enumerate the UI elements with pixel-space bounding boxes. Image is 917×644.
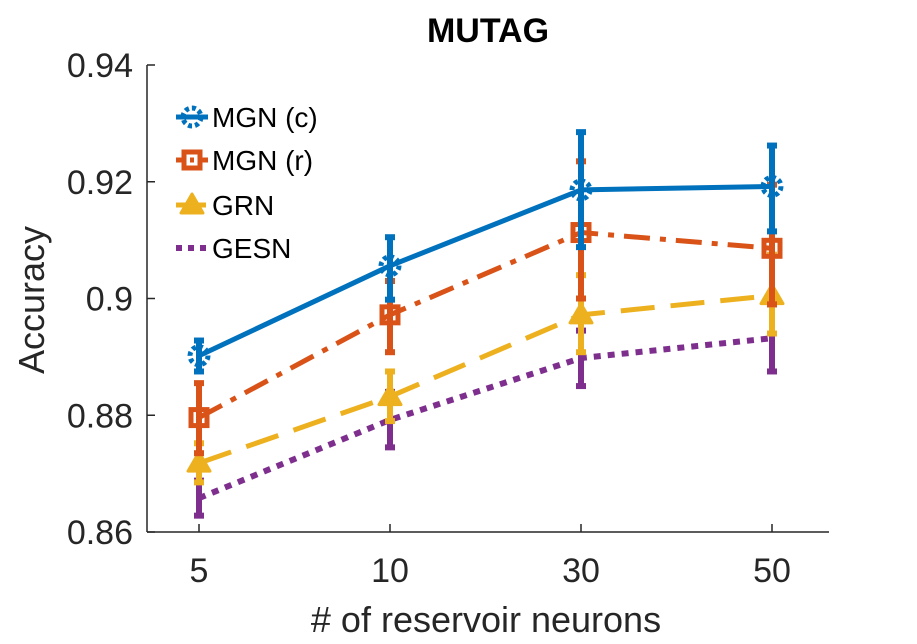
- data-point: [568, 302, 594, 325]
- series-mgn-r: [188, 158, 783, 457]
- y-tick-label: 0.9: [86, 281, 133, 319]
- data-point: [569, 178, 593, 202]
- legend-marker: [180, 105, 204, 129]
- x-tick-label: 50: [753, 552, 791, 590]
- legend-marker: [179, 192, 205, 215]
- data-point: [187, 344, 211, 368]
- legend: MGN (c) MGN (r) GRN GESN: [176, 102, 318, 264]
- legend-label: GRN: [212, 190, 274, 221]
- chart-title: MUTAG: [427, 12, 549, 50]
- y-tick-label: 0.92: [67, 164, 133, 202]
- plot-axes: 0.86 0.88 0.9 0.92 0.94 5 10 30 50: [67, 47, 829, 590]
- legend-item: MGN (c): [176, 102, 318, 133]
- data-point: [760, 174, 784, 198]
- series-line: [197, 183, 773, 358]
- data-point: [378, 254, 402, 278]
- series-line: [198, 293, 773, 466]
- series-grn: [186, 251, 785, 486]
- legend-item: MGN (r): [176, 145, 313, 176]
- legend-label: GESN: [212, 233, 291, 264]
- data-point: [761, 237, 783, 259]
- series-line: [197, 335, 773, 501]
- data-point: [186, 450, 212, 473]
- x-tick-label: 10: [371, 552, 409, 590]
- series-gesn: [194, 301, 777, 519]
- y-tick-label: 0.88: [67, 397, 133, 435]
- legend-label: MGN (c): [212, 102, 318, 133]
- data-point: [188, 407, 210, 429]
- legend-marker: [181, 149, 203, 171]
- legend-item: GRN: [176, 190, 274, 221]
- y-tick-label: 0.94: [67, 47, 133, 85]
- legend-item: GESN: [176, 233, 291, 264]
- series-mgn-c: [187, 129, 784, 375]
- y-tick-label: 0.86: [67, 514, 133, 552]
- legend-label: MGN (r): [212, 145, 313, 176]
- x-tick-label: 30: [562, 552, 600, 590]
- x-tick-label: 5: [190, 552, 209, 590]
- data-point: [379, 304, 401, 326]
- series-layer: [186, 129, 785, 519]
- data-point: [377, 384, 403, 407]
- series-line: [197, 230, 773, 420]
- x-axis-label: # of reservoir neurons: [311, 599, 661, 640]
- y-axis-label: Accuracy: [11, 226, 52, 374]
